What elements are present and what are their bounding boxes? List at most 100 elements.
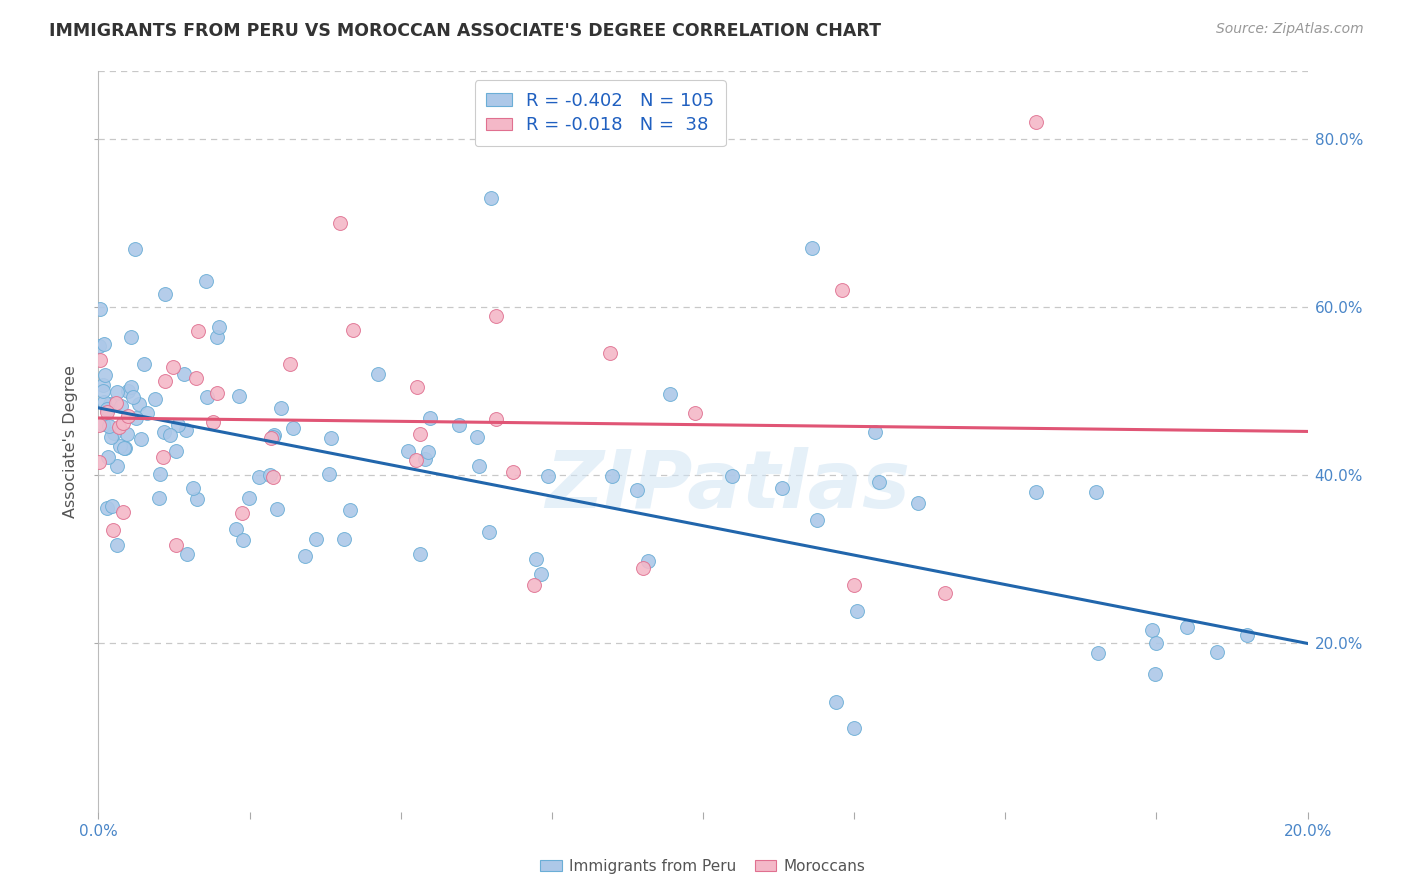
Point bbox=[120, 380, 142, 394]
Point bbox=[342, 323, 364, 337]
Legend: R = -0.402   N = 105, R = -0.018   N =  38: R = -0.402 N = 105, R = -0.018 N = 38 bbox=[475, 80, 725, 146]
Point bbox=[152, 450, 174, 465]
Point bbox=[155, 287, 177, 301]
Point bbox=[124, 242, 146, 256]
Point bbox=[844, 721, 866, 735]
Point bbox=[1024, 485, 1046, 500]
Point bbox=[225, 522, 247, 536]
Point bbox=[637, 554, 659, 568]
Point bbox=[207, 329, 229, 343]
Point bbox=[413, 452, 436, 467]
Point bbox=[98, 397, 121, 411]
Point bbox=[93, 395, 115, 409]
Point bbox=[683, 406, 706, 420]
Point bbox=[865, 425, 887, 439]
Point bbox=[907, 495, 929, 509]
Point bbox=[1175, 619, 1198, 633]
Point bbox=[825, 695, 848, 709]
Point bbox=[530, 567, 553, 582]
Point bbox=[108, 439, 131, 453]
Point bbox=[1144, 636, 1167, 650]
Point bbox=[478, 525, 501, 540]
Point bbox=[134, 357, 156, 371]
Point bbox=[259, 468, 281, 483]
Point bbox=[115, 426, 138, 441]
Point bbox=[91, 384, 114, 398]
Point bbox=[96, 402, 118, 417]
Point bbox=[89, 301, 111, 316]
Point bbox=[247, 470, 270, 484]
Point bbox=[112, 442, 135, 456]
Point bbox=[105, 538, 128, 552]
Point bbox=[105, 458, 128, 473]
Point bbox=[523, 577, 546, 591]
Point bbox=[104, 396, 127, 410]
Point bbox=[537, 468, 560, 483]
Point bbox=[626, 483, 648, 497]
Y-axis label: Associate's Degree: Associate's Degree bbox=[63, 365, 79, 518]
Point bbox=[294, 549, 316, 564]
Point bbox=[405, 453, 427, 467]
Point bbox=[1236, 628, 1258, 642]
Point bbox=[173, 367, 195, 381]
Point bbox=[721, 469, 744, 483]
Point bbox=[89, 352, 111, 367]
Point bbox=[98, 418, 121, 433]
Point bbox=[114, 441, 136, 455]
Point bbox=[153, 374, 176, 388]
Point bbox=[94, 368, 117, 382]
Text: ZIPatlas: ZIPatlas bbox=[544, 447, 910, 525]
Point bbox=[87, 455, 110, 469]
Point bbox=[187, 324, 209, 338]
Point bbox=[143, 392, 166, 406]
Point bbox=[121, 390, 143, 404]
Point bbox=[181, 481, 204, 495]
Point bbox=[96, 501, 118, 516]
Point bbox=[96, 405, 118, 419]
Point bbox=[176, 547, 198, 561]
Point bbox=[174, 423, 197, 437]
Point bbox=[262, 430, 284, 444]
Point bbox=[266, 502, 288, 516]
Point bbox=[1087, 646, 1109, 660]
Point bbox=[262, 470, 284, 484]
Point bbox=[93, 336, 115, 351]
Point bbox=[101, 499, 124, 513]
Point bbox=[105, 384, 128, 399]
Point bbox=[934, 586, 956, 600]
Text: Source: ZipAtlas.com: Source: ZipAtlas.com bbox=[1216, 22, 1364, 37]
Point bbox=[800, 241, 823, 255]
Point bbox=[263, 428, 285, 442]
Point bbox=[166, 418, 188, 433]
Point bbox=[165, 444, 187, 458]
Point bbox=[1024, 115, 1046, 129]
Point bbox=[1140, 623, 1163, 637]
Point bbox=[165, 539, 187, 553]
Point bbox=[806, 513, 828, 527]
Point bbox=[129, 432, 152, 446]
Point bbox=[485, 412, 508, 426]
Point bbox=[333, 532, 356, 546]
Point bbox=[186, 371, 208, 385]
Point bbox=[201, 415, 224, 429]
Point bbox=[868, 475, 890, 489]
Point bbox=[524, 551, 547, 566]
Point bbox=[159, 427, 181, 442]
Point bbox=[205, 385, 228, 400]
Point bbox=[103, 425, 125, 440]
Point bbox=[117, 409, 139, 423]
Point bbox=[231, 506, 253, 520]
Point bbox=[149, 467, 172, 481]
Point bbox=[319, 431, 342, 445]
Point bbox=[485, 310, 508, 324]
Point bbox=[91, 377, 114, 392]
Point bbox=[125, 410, 148, 425]
Point bbox=[101, 523, 124, 537]
Point bbox=[408, 426, 430, 441]
Point bbox=[259, 431, 281, 445]
Point bbox=[148, 491, 170, 506]
Point bbox=[631, 560, 654, 574]
Point bbox=[481, 190, 503, 204]
Point bbox=[110, 399, 132, 413]
Point bbox=[600, 469, 623, 483]
